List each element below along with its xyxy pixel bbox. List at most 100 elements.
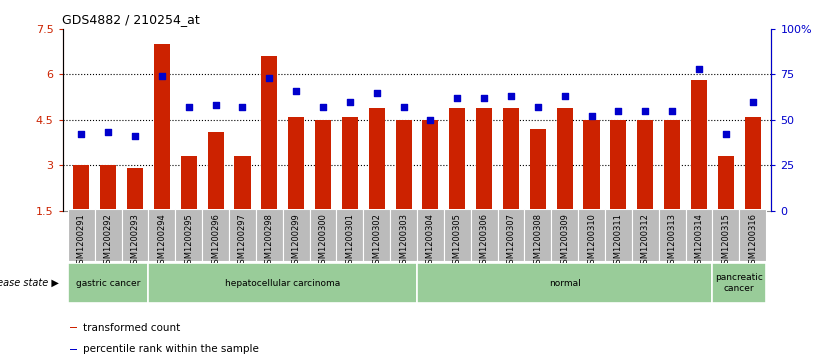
Text: GSM1200311: GSM1200311 xyxy=(614,213,623,269)
Point xyxy=(182,104,195,110)
Text: GSM1200300: GSM1200300 xyxy=(319,213,328,269)
Bar xyxy=(208,132,224,211)
Text: GSM1200301: GSM1200301 xyxy=(345,213,354,269)
Text: gastric cancer: gastric cancer xyxy=(76,279,140,287)
Text: percentile rank within the sample: percentile rank within the sample xyxy=(83,344,259,354)
Bar xyxy=(712,263,766,303)
Point xyxy=(102,130,115,135)
Bar xyxy=(450,108,465,211)
Bar xyxy=(315,120,331,211)
Point xyxy=(585,113,598,119)
Bar xyxy=(153,44,170,211)
Text: GSM1200314: GSM1200314 xyxy=(695,213,703,269)
Point xyxy=(719,131,732,137)
Bar xyxy=(342,117,358,211)
Text: GSM1200296: GSM1200296 xyxy=(211,213,220,269)
Bar xyxy=(498,209,525,261)
Point xyxy=(505,93,518,99)
Text: GSM1200295: GSM1200295 xyxy=(184,213,193,269)
Text: GSM1200302: GSM1200302 xyxy=(372,213,381,269)
Bar xyxy=(470,209,498,261)
Bar xyxy=(148,263,417,303)
Text: GSM1200293: GSM1200293 xyxy=(131,213,139,269)
Text: GSM1200312: GSM1200312 xyxy=(641,213,650,269)
Bar xyxy=(69,327,78,328)
Text: GSM1200298: GSM1200298 xyxy=(265,213,274,269)
Bar xyxy=(369,108,384,211)
Bar xyxy=(73,165,89,211)
Point xyxy=(450,95,464,101)
Bar xyxy=(605,209,632,261)
Bar xyxy=(256,209,283,261)
Bar xyxy=(417,209,444,261)
Point xyxy=(558,93,571,99)
Bar xyxy=(476,108,492,211)
Bar xyxy=(525,209,551,261)
Bar xyxy=(551,209,578,261)
Bar xyxy=(175,209,202,261)
Bar xyxy=(659,209,686,261)
Bar xyxy=(390,209,417,261)
Bar xyxy=(95,209,122,261)
Bar xyxy=(584,120,600,211)
Bar xyxy=(718,156,734,211)
Bar xyxy=(578,209,605,261)
Bar xyxy=(739,209,766,261)
Text: GSM1200305: GSM1200305 xyxy=(453,213,462,269)
Bar xyxy=(417,263,712,303)
Text: GSM1200310: GSM1200310 xyxy=(587,213,596,269)
Bar xyxy=(712,209,739,261)
Bar xyxy=(261,56,278,211)
Bar xyxy=(100,165,116,211)
Bar xyxy=(122,209,148,261)
Point xyxy=(611,108,625,114)
Bar xyxy=(664,120,681,211)
Point xyxy=(155,73,168,79)
Point xyxy=(344,99,357,105)
Point xyxy=(316,104,329,110)
Point xyxy=(370,90,384,95)
Bar xyxy=(444,209,470,261)
Bar xyxy=(422,120,439,211)
Text: GSM1200304: GSM1200304 xyxy=(426,213,435,269)
Point xyxy=(209,102,223,108)
Text: GSM1200291: GSM1200291 xyxy=(77,213,86,269)
Bar xyxy=(556,108,573,211)
Bar xyxy=(288,117,304,211)
Point xyxy=(692,66,706,72)
Bar xyxy=(283,209,309,261)
Bar xyxy=(395,120,412,211)
Point xyxy=(397,104,410,110)
Point xyxy=(128,133,142,139)
Text: disease state ▶: disease state ▶ xyxy=(0,278,58,288)
Text: GSM1200292: GSM1200292 xyxy=(103,213,113,269)
Point xyxy=(263,75,276,81)
Text: pancreatic
cancer: pancreatic cancer xyxy=(716,273,763,293)
Text: GDS4882 / 210254_at: GDS4882 / 210254_at xyxy=(62,13,199,26)
Bar xyxy=(202,209,229,261)
Point xyxy=(666,108,679,114)
Bar xyxy=(229,209,256,261)
Bar xyxy=(503,108,519,211)
Point xyxy=(639,108,652,114)
Text: GSM1200297: GSM1200297 xyxy=(238,213,247,269)
Bar xyxy=(69,349,78,350)
Point xyxy=(424,117,437,123)
Text: GSM1200307: GSM1200307 xyxy=(506,213,515,269)
Bar xyxy=(309,209,336,261)
Text: GSM1200315: GSM1200315 xyxy=(721,213,731,269)
Bar xyxy=(148,209,175,261)
Point xyxy=(531,104,545,110)
Text: GSM1200309: GSM1200309 xyxy=(560,213,569,269)
Bar xyxy=(127,168,143,211)
Bar xyxy=(530,129,546,211)
Point xyxy=(75,131,88,137)
Bar xyxy=(364,209,390,261)
Text: GSM1200299: GSM1200299 xyxy=(292,213,301,269)
Point xyxy=(236,104,249,110)
Point xyxy=(477,95,490,101)
Text: GSM1200308: GSM1200308 xyxy=(533,213,542,269)
Text: GSM1200313: GSM1200313 xyxy=(667,213,676,269)
Point xyxy=(289,88,303,94)
Text: transformed count: transformed count xyxy=(83,323,180,333)
